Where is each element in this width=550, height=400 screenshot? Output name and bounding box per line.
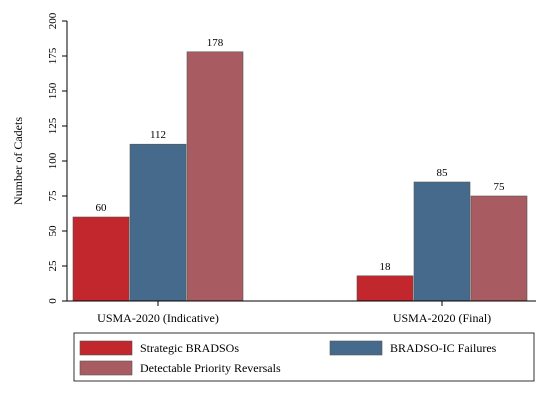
bar [186,51,244,302]
legend-item: Detectable Priority Reversals [79,360,281,376]
plot-area: 60 112 178 18 85 75 [72,37,528,302]
bar-value-label: 60 [96,202,108,214]
bar [129,143,187,302]
bar-group: 60 112 178 [72,37,244,302]
legend-label: BRADSO-IC Failures [390,341,497,355]
y-tick-label: 175 [47,47,59,64]
bar-group: 18 85 75 [356,167,528,302]
y-tick-label: 0 [47,298,59,304]
legend-swatch [329,340,383,356]
bar [356,275,414,302]
y-tick-label: 125 [47,117,59,134]
y-axis: 0 25 50 75 100 125 150 175 200 [47,12,68,304]
y-tick-label: 150 [47,82,59,99]
legend-item: Strategic BRADSOs [79,340,239,356]
legend-label: Strategic BRADSOs [140,341,239,355]
bar-value-label: 75 [494,181,506,193]
y-tick-label: 75 [47,190,59,202]
x-category-label: USMA-2020 (Indicative) [97,311,219,325]
legend-item: BRADSO-IC Failures [329,340,497,356]
bar [470,195,528,302]
bar [72,216,130,302]
y-tick-label: 100 [47,152,59,169]
bar-value-label: 85 [437,167,449,179]
bar [413,181,471,302]
y-tick-label: 25 [47,260,59,272]
legend-box [73,332,535,382]
y-axis-label: Number of Cadets [11,117,25,205]
bar-value-label: 178 [207,37,224,49]
bar-value-label: 18 [380,261,392,273]
x-category-label: USMA-2020 (Final) [393,311,491,325]
y-tick-label: 200 [47,12,59,29]
x-axis: USMA-2020 (Indicative) USMA-2020 (Final) [67,300,536,325]
legend-swatch [79,340,133,356]
legend-swatch [79,360,133,376]
y-tick-label: 50 [47,225,59,237]
legend-label: Detectable Priority Reversals [140,361,281,375]
legend: Strategic BRADSOs BRADSO-IC Failures Detec… [73,332,535,382]
bar-value-label: 112 [150,129,166,141]
